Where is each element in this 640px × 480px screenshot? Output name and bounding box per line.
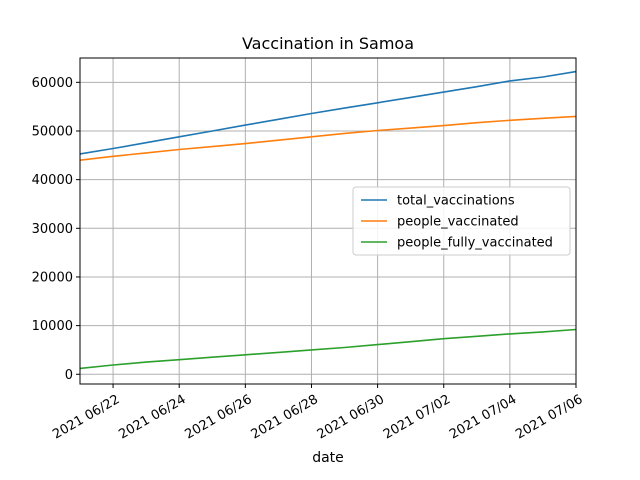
- y-tick-label: 30000: [32, 222, 73, 237]
- x-tick-label: 2021 07/06: [513, 392, 585, 442]
- x-tick-label: 2021 06/30: [315, 392, 387, 442]
- series-lines: [79, 70, 577, 370]
- legend-box: [352, 186, 571, 256]
- x-axis-label: date: [312, 450, 344, 466]
- legend-label: people_vaccinated: [397, 215, 519, 230]
- series-line-people-vaccinated: [79, 115, 577, 161]
- x-tick-label: 2021 06/22: [50, 392, 122, 442]
- y-tick-label: 0: [65, 368, 73, 383]
- y-tick-label: 60000: [32, 76, 73, 91]
- x-tick-label: 2021 06/28: [249, 392, 321, 442]
- legend-label: total_vaccinations: [397, 194, 515, 209]
- y-tick-label: 20000: [32, 270, 73, 285]
- legend: total_vaccinations people_vaccinatedpeopl…: [352, 186, 571, 256]
- y-axis: 0 10000 20000 30000 40000 50000 60000: [32, 76, 80, 383]
- chart-title: Vaccination in Samoa: [242, 34, 414, 53]
- plot-frame: [79, 57, 577, 385]
- y-tick-label: 40000: [32, 173, 73, 188]
- y-tick-label: 50000: [32, 124, 73, 139]
- legend-label: people_fully_vaccinated: [397, 236, 553, 251]
- series-line-people-fully-vaccinated: [79, 328, 577, 370]
- x-tick-label: 2021 07/02: [381, 392, 453, 442]
- x-tick-label: 2021 07/04: [447, 392, 519, 442]
- series-line-total-vaccinations: [79, 70, 577, 155]
- x-tick-label: 2021 06/26: [183, 392, 255, 442]
- x-tick-label: 2021 06/24: [116, 392, 188, 442]
- y-tick-label: 10000: [32, 319, 73, 334]
